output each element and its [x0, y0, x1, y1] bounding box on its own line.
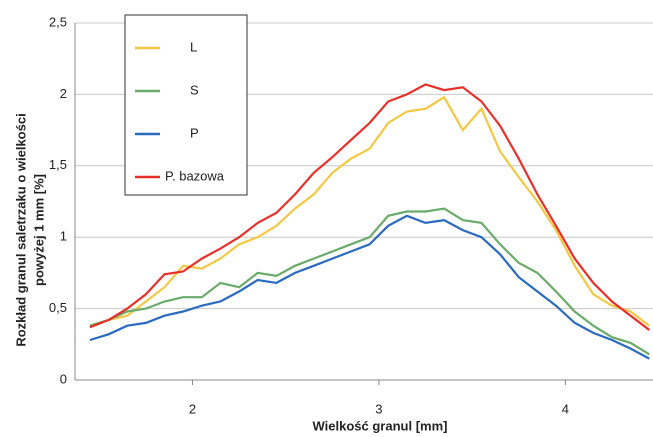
y-axis-title: Rozkład granul saletrzaku o wielkości [13, 113, 28, 346]
x-tick-label: 3 [375, 401, 382, 416]
legend-label: S [190, 82, 199, 97]
y-tick-label: 0 [60, 371, 67, 386]
y-tick-label: 2,5 [49, 14, 67, 29]
y-tick-label: 1,5 [49, 157, 67, 172]
legend-label: P [190, 125, 199, 140]
legend-label: P. bazowa [165, 168, 225, 183]
data-line [89, 83, 650, 331]
x-tick-label: 2 [189, 401, 196, 416]
x-tick-label: 4 [562, 401, 569, 416]
data-line [89, 95, 650, 327]
data-line [89, 207, 650, 356]
y-tick-label: 2 [60, 86, 67, 101]
y-axis-title: powyżej 1 mm [%] [31, 174, 46, 286]
legend-label: L [190, 39, 197, 54]
legend-box [124, 14, 248, 196]
x-axis-title: Wielkość granul [mm] [313, 418, 448, 433]
data-line [89, 214, 650, 360]
y-tick-label: 0,5 [49, 300, 67, 315]
y-tick-label: 1 [60, 229, 67, 244]
